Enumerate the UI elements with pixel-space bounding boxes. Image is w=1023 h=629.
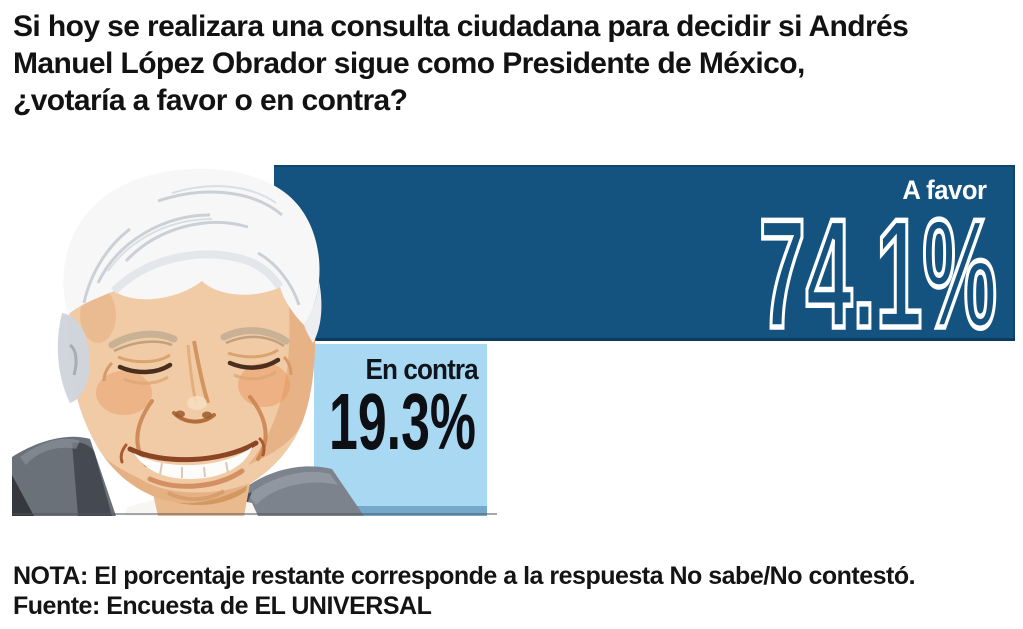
teeth <box>134 447 252 479</box>
sideburn <box>57 313 90 403</box>
left-eyebrow <box>108 330 178 349</box>
bar-en-contra-bottom-band <box>314 506 487 516</box>
amlo-portrait-illustration <box>12 168 364 516</box>
bar-en-contra-value-text: 19.3% <box>329 377 476 466</box>
nose <box>192 340 210 404</box>
note-text: NOTA: El porcentaje restante corresponde… <box>13 562 916 590</box>
hair <box>63 168 320 325</box>
bar-en-contra-value: 19.3% <box>329 377 476 466</box>
smile <box>127 440 259 463</box>
bar-en-contra-label: En contra <box>365 354 479 386</box>
right-eye <box>227 357 281 370</box>
illustration-bottom-rule <box>12 513 497 515</box>
poll-question-line-2: Manuel López Obrador sigue como Presiden… <box>13 47 805 80</box>
poll-question-line-3: ¿votaría a favor o en contra? <box>13 84 408 117</box>
bar-a-favor-value: 74.1% <box>756 184 1000 363</box>
bar-a-favor-value-text: 74.1% <box>759 187 997 360</box>
bar-a-favor-label: A favor <box>902 175 988 205</box>
source-text: Fuente: Encuesta de EL UNIVERSAL <box>13 592 432 620</box>
left-eye <box>117 362 173 375</box>
bar-a-favor: A favor 74.1% <box>274 165 1015 363</box>
right-eyebrow <box>220 327 290 345</box>
poll-question: Si hoy se realizara una consulta ciudada… <box>13 8 1015 119</box>
poll-question-line-1: Si hoy se realizara una consulta ciudada… <box>13 10 909 43</box>
bar-en-contra: En contra 19.3% <box>314 344 487 516</box>
